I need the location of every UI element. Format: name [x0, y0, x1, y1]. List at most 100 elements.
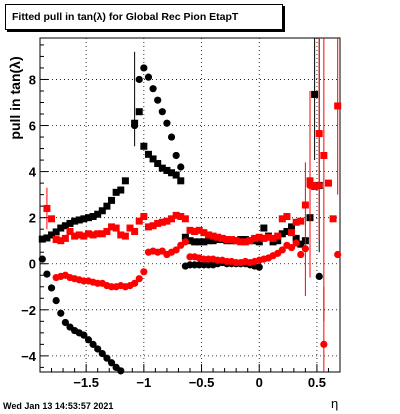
- data-point-square: [181, 215, 189, 223]
- x-tick-label: −1: [136, 375, 151, 390]
- data-point-square: [223, 236, 231, 244]
- data-point-square: [301, 201, 309, 209]
- data-point-square: [140, 213, 148, 221]
- data-point-circle: [315, 272, 323, 281]
- data-point-square: [209, 232, 217, 240]
- data-point-square: [144, 223, 152, 231]
- data-point-square: [163, 217, 171, 225]
- data-point-circle: [117, 367, 125, 375]
- data-point-square: [103, 227, 111, 235]
- y-tick-label: 2: [29, 211, 36, 226]
- data-point-square: [292, 218, 300, 226]
- data-point-square: [84, 214, 92, 222]
- data-point-square: [241, 238, 249, 246]
- data-point-square: [84, 230, 92, 238]
- data-point-square: [329, 215, 337, 223]
- data-point-square: [57, 237, 65, 245]
- data-point-square: [251, 234, 259, 242]
- plot-area: [40, 38, 340, 372]
- data-point-square: [200, 229, 208, 237]
- x-tick-label: −1.5: [73, 375, 99, 390]
- data-point-square: [283, 227, 291, 235]
- data-point-square: [172, 171, 180, 179]
- y-tick-label: 4: [29, 165, 37, 180]
- data-point-circle: [292, 239, 300, 247]
- data-point-square: [186, 226, 194, 234]
- data-point-square: [94, 230, 102, 238]
- data-point-circle: [107, 359, 116, 367]
- data-point-circle: [61, 318, 69, 327]
- data-point-square: [209, 237, 217, 245]
- data-point-square: [117, 186, 125, 194]
- data-point-square: [168, 169, 176, 177]
- data-point-square: [274, 232, 282, 240]
- data-point-square: [177, 213, 185, 221]
- data-point-circle: [181, 238, 189, 246]
- data-point-square: [158, 164, 166, 172]
- data-point-square: [195, 226, 203, 234]
- data-point-square: [218, 234, 226, 242]
- data-point-square: [108, 196, 116, 204]
- data-point-square: [264, 233, 272, 241]
- data-point-square: [52, 236, 60, 244]
- data-point-square: [126, 224, 134, 232]
- data-point-circle: [144, 73, 153, 81]
- data-point-square: [154, 219, 162, 227]
- data-point-square: [172, 211, 180, 219]
- data-point-square: [75, 231, 83, 239]
- data-point-circle: [140, 268, 148, 276]
- data-point-square: [297, 240, 305, 248]
- data-point-square: [324, 179, 332, 187]
- data-point-square: [48, 231, 56, 239]
- data-point-circle: [47, 284, 56, 292]
- data-point-square: [195, 238, 203, 246]
- data-point-square: [57, 224, 65, 232]
- data-point-square: [131, 227, 139, 235]
- data-point-square: [66, 219, 74, 227]
- data-point-square: [246, 237, 254, 245]
- data-point-square: [154, 160, 162, 168]
- data-point-square: [163, 166, 171, 174]
- data-point-square: [292, 234, 300, 242]
- x-tick-label: 0.5: [308, 375, 326, 390]
- data-point-circle: [94, 345, 102, 353]
- data-point-circle: [255, 263, 263, 271]
- data-point-square: [38, 235, 46, 243]
- data-point-square: [334, 102, 342, 110]
- data-point-square: [214, 233, 222, 241]
- data-point-square: [204, 237, 212, 245]
- data-point-square: [204, 231, 212, 239]
- data-point-square: [61, 222, 69, 230]
- y-tick-label: 8: [29, 72, 36, 87]
- data-point-circle: [103, 354, 111, 362]
- data-point-square: [94, 210, 102, 218]
- y-axis-label: pull in tan(λ): [7, 56, 23, 140]
- data-point-circle: [158, 108, 166, 116]
- data-point-square: [98, 230, 106, 238]
- data-point-square: [43, 234, 51, 242]
- data-point-circle: [154, 96, 162, 104]
- data-point-circle: [315, 181, 323, 190]
- data-point-square: [255, 233, 263, 241]
- data-point-circle: [287, 244, 296, 252]
- data-point-circle: [149, 85, 157, 93]
- data-point-square: [80, 215, 88, 223]
- data-point-circle: [43, 270, 51, 278]
- data-point-square: [52, 228, 60, 236]
- data-point-circle: [320, 340, 328, 348]
- data-point-square: [121, 177, 129, 185]
- data-point-square: [66, 227, 74, 235]
- data-point-square: [108, 223, 116, 231]
- data-point-square: [232, 237, 240, 245]
- data-point-circle: [172, 151, 180, 160]
- data-point-square: [98, 207, 106, 215]
- data-point-square: [158, 218, 166, 226]
- data-point-square: [320, 151, 328, 159]
- x-axis-label: η: [331, 396, 339, 411]
- data-point-square: [260, 234, 268, 242]
- data-point-square: [191, 238, 199, 246]
- data-point-square: [177, 177, 185, 185]
- y-tick-label: −2: [21, 303, 36, 318]
- data-point-circle: [131, 121, 139, 130]
- x-tick-label: 0: [256, 375, 263, 390]
